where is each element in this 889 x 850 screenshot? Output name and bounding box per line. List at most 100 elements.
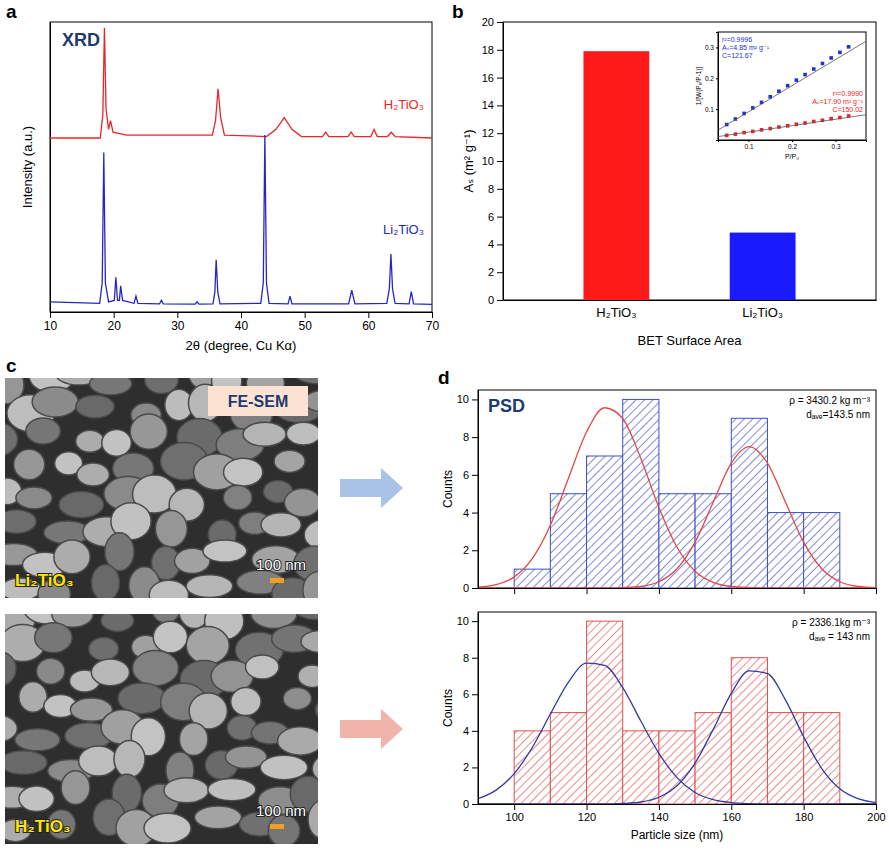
tick-label: 8 bbox=[488, 183, 494, 195]
histogram-bar bbox=[695, 494, 731, 588]
tick-mark bbox=[497, 244, 503, 245]
particle bbox=[155, 510, 187, 547]
axis-title: Counts bbox=[441, 470, 455, 508]
tick-label: 70 bbox=[426, 319, 440, 333]
tick-label: 0 bbox=[463, 582, 469, 594]
point bbox=[812, 67, 816, 71]
tick-mark bbox=[241, 312, 242, 318]
tick-mark bbox=[514, 804, 515, 810]
plot-frame bbox=[718, 32, 866, 140]
particle bbox=[153, 621, 187, 652]
tick-label: 0 bbox=[488, 294, 494, 306]
tick: 6 bbox=[488, 211, 503, 223]
particle bbox=[268, 815, 300, 844]
scale-bar-label: 100 nm bbox=[256, 556, 306, 573]
tick-mark bbox=[472, 767, 478, 768]
tick-label: 200 bbox=[867, 811, 885, 823]
tick-mark bbox=[876, 588, 877, 594]
panel-letter: d bbox=[438, 367, 450, 388]
axis-title: 1/[W(P₀/P-1)] bbox=[695, 67, 703, 106]
sample-label: Li₂TiO₃ bbox=[15, 571, 74, 590]
histogram-bar bbox=[695, 713, 731, 804]
histogram-bar bbox=[804, 513, 840, 588]
tick-label: Li₂TiO₃ bbox=[742, 305, 783, 320]
tick-label: 140 bbox=[650, 811, 668, 823]
plot-area bbox=[718, 41, 866, 137]
tick-mark bbox=[514, 588, 515, 594]
particle bbox=[118, 683, 166, 714]
tick-mark bbox=[731, 588, 732, 594]
axis: 0.10.20.3 bbox=[719, 140, 867, 150]
tick: 70 bbox=[426, 312, 440, 333]
particle bbox=[15, 729, 60, 751]
tick: 2 bbox=[488, 266, 503, 278]
tick-label: 100 bbox=[506, 811, 524, 823]
tick-mark bbox=[497, 189, 503, 190]
histogram-bar bbox=[550, 494, 586, 588]
axis: 0246810 bbox=[457, 391, 479, 595]
series-label: Li₂TiO₃ bbox=[383, 222, 424, 237]
tick bbox=[587, 588, 588, 594]
axis: H₂TiO₃ Li₂TiO₃ bbox=[504, 301, 877, 321]
tick: 0.1 bbox=[705, 106, 718, 113]
particle bbox=[5, 751, 47, 775]
plot-frame bbox=[50, 22, 432, 312]
annotation: dₐᵥₑ = 143 nm bbox=[809, 631, 870, 642]
axis: 02468101214161820 bbox=[482, 16, 504, 306]
axis-title: Counts bbox=[441, 689, 455, 727]
tick-mark bbox=[368, 312, 369, 318]
tick-mark bbox=[114, 312, 115, 318]
bar bbox=[730, 233, 796, 300]
tick-label: 6 bbox=[463, 469, 469, 481]
tick: 4 bbox=[463, 725, 478, 737]
micrograph bbox=[5, 378, 318, 598]
axis-title: Aₛ (m² g⁻¹) bbox=[461, 130, 476, 193]
histogram-bar bbox=[659, 494, 695, 588]
tick-mark bbox=[305, 312, 306, 318]
particle bbox=[284, 488, 318, 516]
axis: 0246810 bbox=[457, 613, 479, 811]
tick-label: H₂TiO₃ bbox=[596, 305, 636, 320]
tick-label: 160 bbox=[723, 811, 741, 823]
panel-letter: a bbox=[6, 1, 17, 22]
histogram-bar bbox=[587, 621, 623, 804]
data-line bbox=[50, 135, 432, 304]
particle bbox=[223, 485, 252, 510]
particle bbox=[91, 564, 119, 598]
axis-title: Particle size (nm) bbox=[631, 828, 724, 842]
tick-mark bbox=[876, 804, 877, 810]
tick-label: 40 bbox=[235, 319, 249, 333]
particle bbox=[19, 682, 47, 713]
tick-label: 0.3 bbox=[832, 143, 841, 150]
histogram-bar bbox=[550, 713, 586, 804]
tick: 0.3 bbox=[705, 44, 718, 51]
tick: 10 bbox=[457, 393, 478, 405]
axis-line bbox=[504, 300, 877, 301]
point bbox=[838, 51, 842, 55]
particle bbox=[274, 450, 305, 472]
point bbox=[786, 84, 790, 88]
axis-title: Intensity (a.u.) bbox=[20, 126, 35, 208]
tick-mark bbox=[497, 133, 503, 134]
tick: 10 bbox=[457, 615, 478, 627]
particle bbox=[164, 778, 209, 803]
tick-mark bbox=[50, 312, 51, 318]
point bbox=[821, 62, 825, 66]
particle bbox=[294, 378, 318, 384]
axis: 0.10.20.3 bbox=[705, 33, 719, 141]
tick-mark bbox=[472, 550, 478, 551]
tick: 10 bbox=[482, 155, 503, 167]
tick-label: 0.1 bbox=[744, 143, 753, 150]
annotation: dₐᵥₑ=143.5 nm bbox=[806, 409, 870, 420]
histogram-bar bbox=[623, 731, 659, 804]
tick-mark bbox=[497, 22, 503, 23]
tick: 20 bbox=[482, 16, 503, 28]
tick-label: 30 bbox=[171, 319, 185, 333]
sample-label: H₂TiO₃ bbox=[15, 817, 71, 836]
tick: 60 bbox=[362, 312, 376, 333]
tick: 40 bbox=[235, 312, 249, 333]
bar bbox=[583, 51, 649, 300]
particle bbox=[149, 580, 188, 598]
tick-mark bbox=[587, 804, 588, 810]
tick bbox=[731, 588, 732, 594]
